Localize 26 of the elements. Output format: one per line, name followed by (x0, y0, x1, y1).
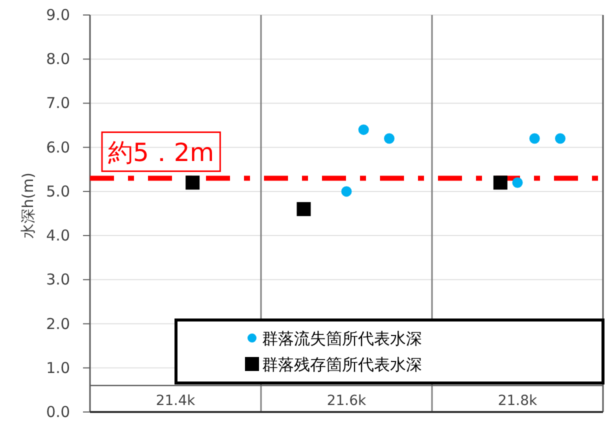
legend-label: 群落残存箇所代表水深 (262, 355, 422, 374)
y-tick-label: 9.0 (46, 6, 70, 24)
y-axis-title: 水深h(m) (19, 172, 37, 238)
ref-line-label: 約5．2m (108, 138, 214, 168)
point (341, 186, 352, 197)
point (512, 177, 523, 188)
point (493, 176, 508, 190)
legend-label: 群落流失箇所代表水深 (262, 329, 422, 348)
point (358, 124, 369, 135)
x-tick-label: 21.6k (326, 393, 368, 409)
point (186, 176, 200, 190)
y-tick-label: 4.0 (46, 226, 70, 245)
y-tick-label: 6.0 (46, 138, 70, 156)
x-tick-label: 21.8k (498, 393, 538, 409)
y-tick-label: 5.0 (46, 182, 70, 200)
point (555, 133, 566, 144)
y-tick-label: 3.0 (46, 270, 70, 289)
point (529, 133, 540, 144)
y-tick-label: 0.0 (46, 403, 70, 421)
y-tick-label: 1.0 (46, 358, 70, 377)
x-tick-label: 21.4k (156, 393, 196, 409)
y-tick-label: 8.0 (46, 50, 70, 68)
y-tick-label: 2.0 (46, 314, 70, 333)
point (384, 133, 394, 144)
y-tick-label: 7.0 (46, 94, 70, 112)
point (296, 202, 311, 216)
